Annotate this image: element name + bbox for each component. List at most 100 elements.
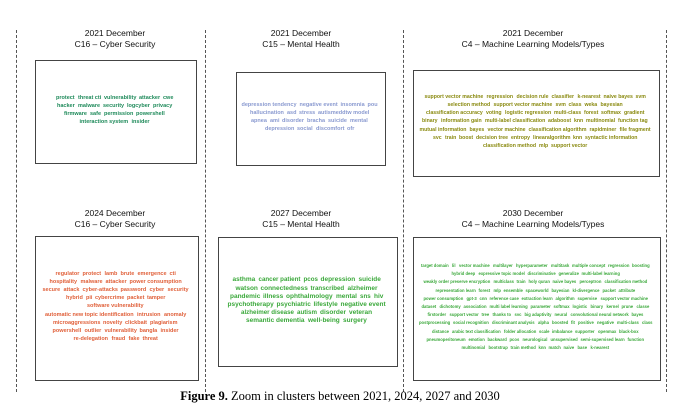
cloud-word: threat (142, 336, 158, 343)
cloud-word: multi-class (554, 110, 582, 117)
cloud-word: supporter (575, 328, 595, 334)
cloud-word: fit (571, 320, 575, 326)
cloud-word: password (120, 287, 147, 293)
word-cloud-2021-mental-health: depression tendency negative event insomni… (236, 72, 386, 166)
cloud-word: neural (554, 312, 568, 318)
cloud-word: psychotherapy (227, 301, 274, 308)
cloud-word: depression (320, 276, 356, 284)
cloud-word: information gain (441, 118, 482, 125)
cloud-word: classification method (483, 143, 537, 149)
cloud-word: lamb (104, 270, 118, 277)
cloud-word: scale (539, 328, 550, 334)
cloud-word: autismeddtw model (318, 109, 370, 116)
cloud-word: support vector (449, 312, 479, 318)
panel-header-2030-ml: 2030 December C4 – Machine Learning Mode… (428, 208, 638, 230)
cloud-word: perceptron (579, 279, 602, 285)
separator-mid-left (205, 30, 206, 392)
panel-year: 2024 December (84, 208, 146, 218)
cloud-word: asthma (232, 276, 256, 284)
cloud-word: vector machine (487, 126, 526, 133)
cloud-word: k-nearest (590, 344, 610, 350)
cloud-word: depression (265, 126, 295, 133)
cloud-word: rapidminer (589, 126, 617, 133)
cloud-word: logcyber (127, 102, 150, 109)
cloud-word: match (548, 344, 561, 350)
cloud-word: bootstrap (488, 344, 508, 350)
cloud-word: svc (514, 312, 522, 318)
cloud-word: function tag (618, 118, 648, 125)
cloud-word: anomaly (164, 311, 187, 318)
cloud-word: semi-supervised learn (580, 336, 625, 342)
panel-header-2021-ml: 2021 December C4 – Machine Learning Mode… (428, 28, 638, 50)
cloud-word: thanks to (492, 312, 512, 318)
cloud-word: security (167, 287, 189, 293)
cloud-word: security (103, 102, 125, 109)
cloud-word: privacy (153, 102, 173, 109)
cloud-word: entropy (511, 134, 531, 141)
cloud-word: emotion (468, 336, 485, 342)
cloud-word: bayesian (600, 102, 623, 108)
cloud-word: firstorder (427, 312, 447, 318)
panel-header-2021-mental: 2021 December C15 – Mental Health (226, 28, 376, 50)
cloud-word: reference case (489, 295, 519, 301)
cloud-word: softmax (553, 303, 570, 309)
cloud-word: cyber-attacks (82, 287, 118, 293)
cloud-word: attribute (618, 287, 636, 293)
cloud-word: asd (287, 109, 297, 116)
cloud-word: protect (56, 94, 75, 101)
cloud-word: classe (636, 303, 650, 309)
cloud-word: sns (360, 292, 371, 300)
cloud-word: multi label learning (489, 303, 528, 309)
cloud-word: dichotomy (439, 303, 461, 309)
cloud-word: re-delegation (73, 336, 109, 343)
cloud-word: adaboost (548, 118, 572, 125)
panel-year: 2021 December (270, 28, 332, 38)
cloud-word: multitask (551, 262, 570, 268)
cloud-word: permission (104, 111, 134, 117)
cloud-word: boosted (552, 320, 569, 326)
cloud-word: mutual information (419, 126, 467, 133)
cloud-word: well-being (308, 317, 340, 325)
cloud-word: pcos (509, 336, 520, 342)
cloud-word: knn (574, 118, 584, 125)
word-cloud-2030-ml-models: target domain lil vector machine multilayer… (413, 237, 661, 381)
cloud-word: train (516, 279, 526, 285)
cloud-word: vector machine (459, 262, 490, 268)
cloud-word: function (627, 336, 645, 342)
panel-cluster: C16 – Cyber Security (74, 39, 156, 49)
cloud-word: suicide (358, 276, 381, 284)
cloud-word: cybercrime (95, 295, 125, 302)
cloud-word: cyber (149, 287, 165, 293)
cloud-word: power consumption (423, 295, 464, 301)
cloud-word: protect (82, 270, 102, 277)
panel-header-2027-mental: 2027 December C15 – Mental Health (226, 208, 376, 230)
cloud-word: attacker (139, 94, 161, 101)
cloud-word: hybrid deep (451, 271, 476, 277)
cloud-word: pii (86, 295, 93, 302)
cloud-word: disorder (320, 309, 347, 317)
cloud-word: multi-class (617, 320, 639, 326)
cloud-word: logistic regression (505, 110, 552, 117)
separator-mid-right (403, 30, 404, 392)
cloud-word: discriminant analysis (492, 320, 535, 326)
cloud-word: hiv (374, 292, 384, 300)
cloud-word: watson (235, 284, 258, 292)
cloud-word: powershell (136, 111, 165, 117)
cloud-word: attacker (105, 278, 127, 285)
cloud-word: ofr (347, 126, 355, 133)
cloud-word: transcribed (310, 284, 345, 292)
cloud-word: hyperparameter (516, 262, 548, 268)
panel-cluster: C15 – Mental Health (262, 219, 340, 229)
cloud-word: ophthalmology (286, 292, 333, 300)
separator-right (666, 30, 667, 392)
cloud-word: alpha (538, 320, 549, 326)
cloud-word: openmax (598, 328, 617, 334)
cloud-word: insider (131, 119, 150, 126)
panel-header-2021-cyber: 2021 December C16 – Cyber Security (40, 28, 190, 50)
cloud-word: safe (90, 111, 102, 117)
cloud-word: association (463, 303, 487, 309)
cloud-word: software vulnerability (87, 303, 144, 310)
cloud-word: support vector machine (424, 93, 484, 100)
cloud-word: firmware (64, 111, 87, 117)
panel-year: 2021 December (84, 28, 146, 38)
